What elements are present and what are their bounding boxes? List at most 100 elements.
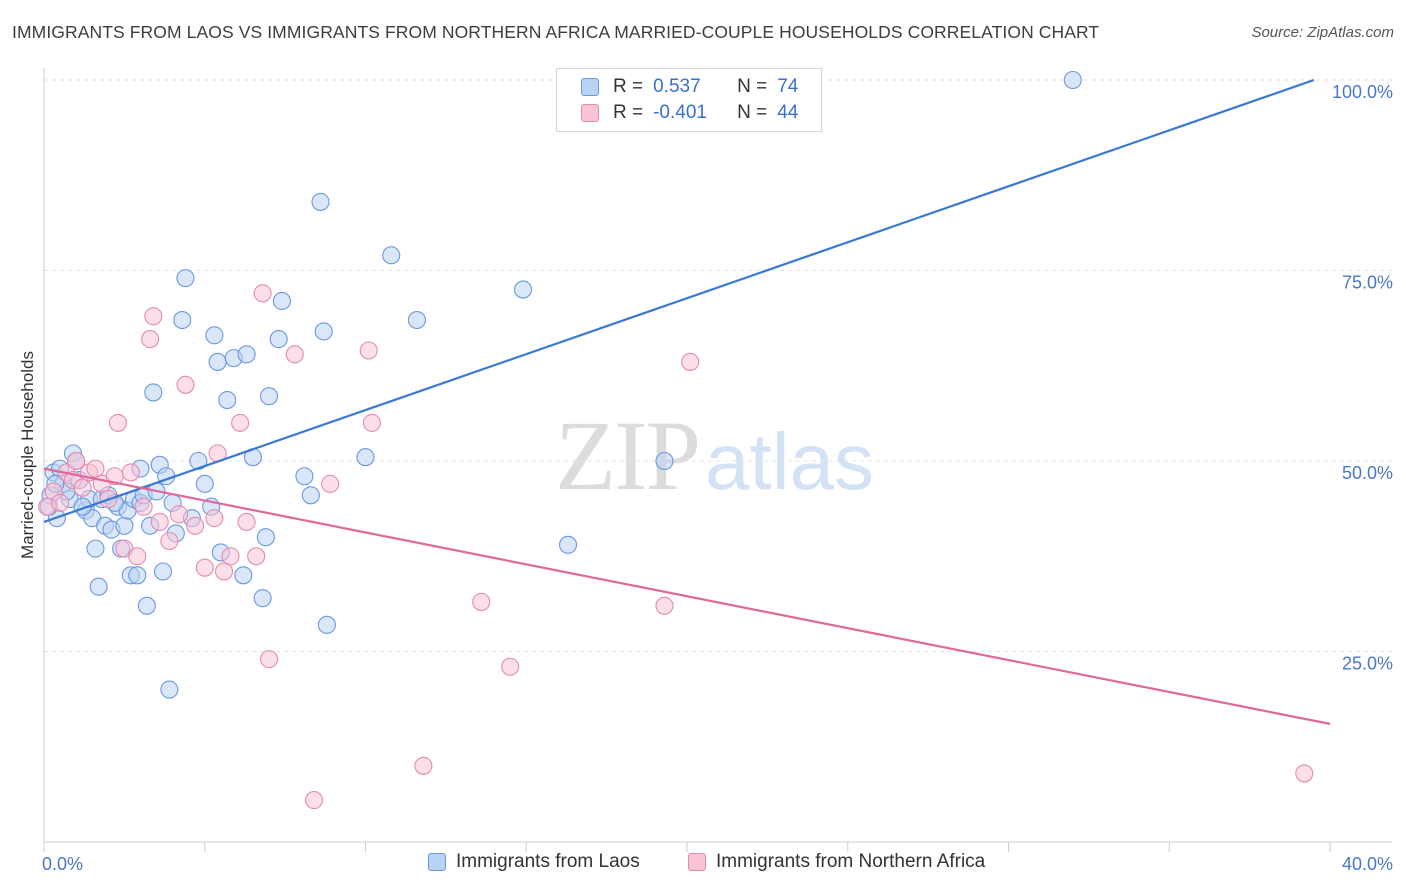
point-africa [121, 463, 140, 482]
point-africa [86, 459, 105, 478]
legend-r-value-africa: -0.401 [653, 102, 707, 123]
point-africa [321, 474, 340, 493]
series-legend-africa: Immigrants from Northern Africa [688, 851, 985, 873]
legend-swatch-africa [581, 104, 599, 122]
legend-swatch-laos [581, 78, 599, 96]
point-africa [359, 341, 378, 360]
point-africa [237, 512, 256, 532]
point-laos [407, 310, 426, 330]
point-africa [655, 596, 674, 615]
y-tick-label: 25.0% [1342, 654, 1393, 674]
point-laos [314, 322, 333, 341]
point-laos [137, 596, 156, 615]
point-laos [356, 448, 375, 467]
point-laos [295, 467, 314, 486]
point-laos [86, 539, 105, 558]
point-laos [655, 451, 674, 471]
legend-n-label: N = [737, 76, 768, 97]
point-africa [144, 307, 163, 326]
point-laos [269, 330, 288, 349]
point-laos [259, 387, 279, 406]
y-axis-label: Married-couple Households [18, 351, 37, 559]
watermark-zip: ZIP [555, 400, 701, 511]
trend-line-africa [43, 467, 1331, 725]
legend-r-label: R = [613, 76, 644, 97]
point-africa [253, 284, 272, 303]
point-laos [89, 577, 108, 596]
point-africa [73, 478, 92, 497]
point-laos [176, 269, 195, 288]
point-laos [311, 192, 330, 211]
y-tick-label: 75.0% [1342, 273, 1393, 293]
series-legend-laos: Immigrants from Laos [428, 851, 640, 873]
point-laos [256, 528, 275, 547]
point-laos [189, 451, 208, 471]
series-label-africa: Immigrants from Northern Africa [716, 851, 986, 872]
point-africa [472, 592, 491, 612]
point-laos [1063, 70, 1082, 90]
point-laos [160, 680, 179, 699]
y-tick-label: 100.0% [1332, 82, 1393, 102]
legend-r-value-laos: 0.537 [653, 76, 701, 97]
point-laos [173, 310, 192, 330]
point-laos [218, 390, 237, 410]
point-laos [208, 352, 227, 371]
point-africa [51, 493, 70, 512]
point-africa [169, 505, 189, 524]
point-africa [259, 650, 279, 669]
point-africa [214, 562, 234, 581]
x-tick-label: 0.0% [42, 854, 83, 874]
legend-n-label: N = [737, 102, 768, 123]
point-africa [160, 531, 179, 551]
point-africa [501, 657, 520, 676]
point-laos [128, 566, 147, 585]
point-africa [134, 497, 153, 516]
point-laos [115, 516, 134, 535]
y-tick-label: 50.0% [1342, 463, 1393, 483]
point-africa [205, 509, 224, 528]
legend-n-value-laos: 74 [777, 76, 799, 97]
point-laos [272, 291, 291, 311]
point-laos [144, 383, 163, 402]
point-africa [186, 516, 205, 535]
series-swatch-laos [428, 853, 446, 871]
point-africa [150, 512, 169, 532]
legend-row-laos: R = 0.537 N = 74 [557, 74, 798, 100]
source-label: Source: ZipAtlas.com [1251, 24, 1394, 41]
point-laos [317, 615, 336, 634]
trend-line-laos [43, 78, 1315, 523]
point-africa [414, 756, 433, 775]
point-africa [231, 413, 250, 432]
point-africa [1295, 764, 1314, 783]
series-swatch-africa [688, 853, 706, 871]
legend-n-value-africa: 44 [777, 102, 799, 123]
legend-row-africa: R = -0.401 N = 44 [557, 100, 798, 126]
point-laos [301, 486, 320, 505]
point-laos [205, 326, 224, 345]
x-tick-label: 40.0% [1342, 854, 1393, 874]
series-label-laos: Immigrants from Laos [456, 851, 640, 872]
point-africa [128, 547, 147, 566]
point-laos [253, 589, 272, 608]
point-africa [195, 558, 214, 577]
point-africa [681, 352, 700, 371]
chart-title: IMMIGRANTS FROM LAOS VS IMMIGRANTS FROM … [12, 22, 1100, 42]
point-africa [176, 375, 195, 394]
point-africa [221, 547, 240, 566]
stats-legend: R = 0.537 N = 74 R = -0.401 N = 44 [556, 68, 822, 132]
point-laos [234, 566, 253, 585]
point-africa [247, 547, 266, 566]
point-laos [195, 474, 214, 493]
point-laos [153, 562, 173, 581]
point-laos [513, 280, 533, 299]
point-laos [558, 535, 578, 554]
point-africa [285, 345, 304, 364]
point-africa [362, 413, 381, 432]
point-laos [237, 345, 256, 364]
point-africa [67, 451, 86, 471]
legend-r-label: R = [613, 102, 644, 123]
point-africa [108, 413, 127, 432]
point-africa [305, 791, 324, 810]
point-laos [382, 246, 401, 265]
